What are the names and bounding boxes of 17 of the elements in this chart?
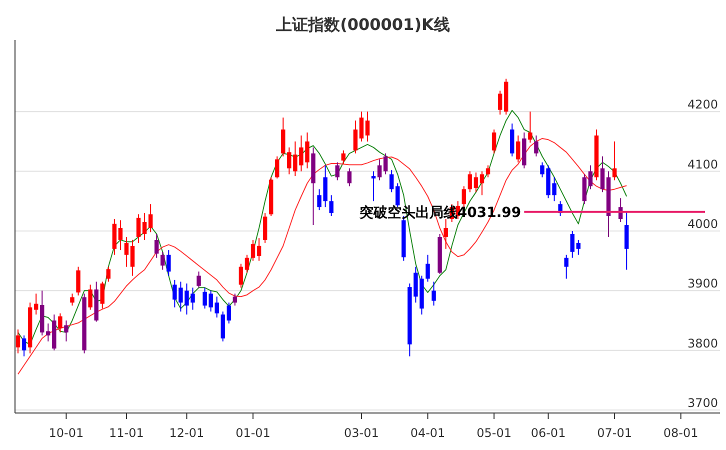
x-tick-label: 08-01 xyxy=(663,426,698,440)
x-tick-label: 01-01 xyxy=(236,426,270,440)
x-tick-label: 04-01 xyxy=(410,426,446,440)
x-tick-label: 10-01 xyxy=(48,426,84,440)
y-tick-label: 4200 xyxy=(687,98,718,112)
y-tick-label: 3800 xyxy=(687,336,718,350)
y-tick-label: 4000 xyxy=(687,216,718,231)
x-tick-label: 07-01 xyxy=(597,426,632,440)
x-tick-label: 03-01 xyxy=(344,426,379,440)
chart-title: 上证指数(000001)K线 xyxy=(275,15,450,34)
x-tick-label: 11-01 xyxy=(109,426,144,440)
x-tick-label: 05-01 xyxy=(476,426,512,440)
y-tick-label: 3900 xyxy=(687,276,718,291)
x-tick-label: 12-01 xyxy=(169,426,204,440)
x-tick-label: 06-01 xyxy=(530,426,566,440)
y-tick-label: 3700 xyxy=(687,396,718,410)
y-tick-label: 4100 xyxy=(687,157,718,172)
